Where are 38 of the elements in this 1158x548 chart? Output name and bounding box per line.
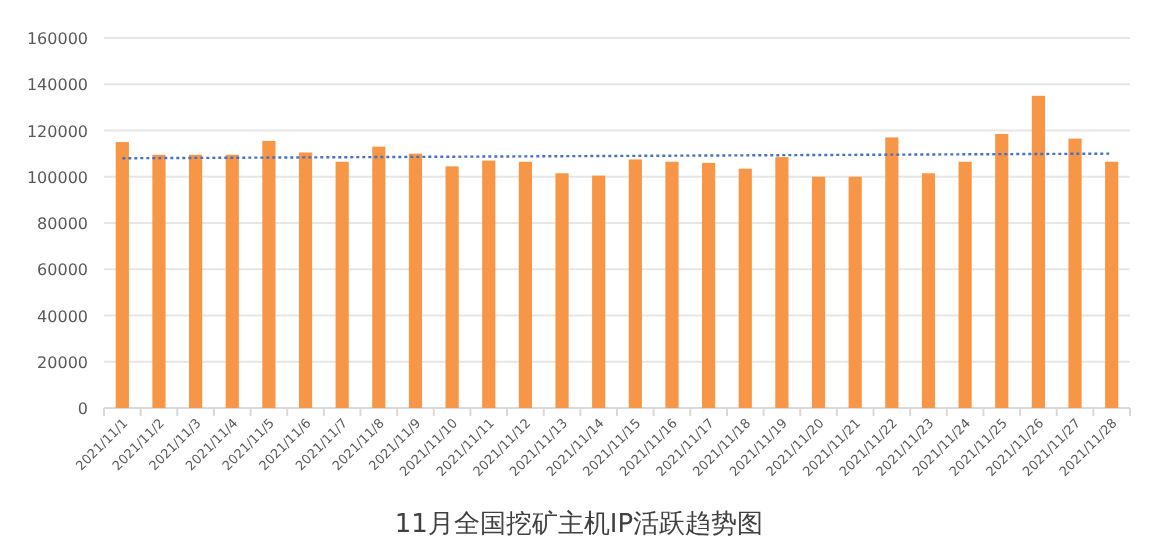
y-tick-label: 160000 <box>26 30 88 48</box>
bar <box>848 176 862 408</box>
bar <box>702 162 716 408</box>
bar <box>775 157 789 408</box>
bar <box>958 161 972 408</box>
bar <box>115 142 129 408</box>
bar <box>518 161 532 408</box>
y-tick-label: 100000 <box>26 168 88 187</box>
bar <box>152 154 166 408</box>
bar <box>445 166 459 408</box>
bar <box>482 160 496 408</box>
bar <box>298 152 313 408</box>
bar <box>335 161 349 408</box>
bar <box>408 153 423 408</box>
bar <box>1031 95 1045 408</box>
bar <box>628 159 642 408</box>
y-tick-label: 120000 <box>26 122 88 141</box>
bar <box>995 133 1009 408</box>
y-tick-label: 40000 <box>37 307 88 326</box>
y-tick-label: 60000 <box>37 261 88 280</box>
bar <box>592 175 606 408</box>
bar <box>262 140 276 408</box>
y-tick-label: 0 <box>77 400 88 418</box>
bar <box>1105 161 1119 408</box>
y-tick-label: 80000 <box>37 215 88 233</box>
bar <box>189 154 203 408</box>
bar <box>921 173 936 408</box>
bar <box>225 154 239 408</box>
y-tick-label: 140000 <box>26 76 88 95</box>
bar <box>811 176 826 408</box>
bar <box>1068 138 1082 408</box>
y-tick-label: 20000 <box>37 353 88 372</box>
bar <box>885 137 899 408</box>
bar <box>738 168 752 408</box>
text: 11月全国挖矿主机IP活跃趋势图 <box>394 508 764 540</box>
bar <box>372 146 386 408</box>
bar <box>555 173 569 408</box>
bar <box>665 161 679 408</box>
